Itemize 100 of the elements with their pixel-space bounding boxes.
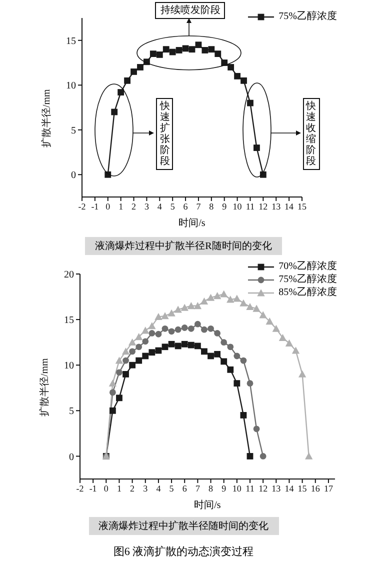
point xyxy=(162,344,168,350)
x-tick-label: 8 xyxy=(209,201,214,212)
point xyxy=(108,379,117,387)
point xyxy=(247,100,254,106)
point xyxy=(234,380,240,387)
point xyxy=(214,350,221,358)
point xyxy=(208,46,215,53)
point xyxy=(246,380,254,387)
point xyxy=(188,342,194,348)
point xyxy=(194,302,202,310)
x-tick-label: 2 xyxy=(132,201,136,212)
point xyxy=(148,322,156,330)
x-tick-label: 5 xyxy=(170,201,176,212)
text: 液滴爆炸过程中扩散半径随时间的变化 xyxy=(88,517,278,535)
y-tick-label: 20 xyxy=(64,270,74,281)
point xyxy=(104,171,112,178)
point xyxy=(109,389,116,396)
x-tick-label: 0 xyxy=(104,483,109,494)
x-tick-label: 9 xyxy=(222,201,228,212)
point xyxy=(195,42,202,48)
x-tick-label: 6 xyxy=(182,483,188,494)
point xyxy=(227,344,234,350)
text: 液滴爆炸过程中扩散半径R随时间的变化 xyxy=(85,237,282,255)
point xyxy=(136,357,142,364)
point xyxy=(122,348,130,355)
point xyxy=(201,348,208,355)
x-tick-label: 4 xyxy=(157,201,162,212)
x-tick-label: 0 xyxy=(106,201,111,212)
point xyxy=(148,349,156,356)
point xyxy=(161,312,169,320)
x-tick-label: 11 xyxy=(246,483,254,494)
point xyxy=(111,108,118,116)
legend-label: 75%乙醇浓度 xyxy=(278,10,337,23)
point xyxy=(208,325,214,332)
x-tick-label: 3 xyxy=(144,201,150,212)
y-tick-label: 10 xyxy=(66,80,76,92)
point xyxy=(221,60,228,66)
point xyxy=(128,338,136,346)
caption: 图6 液滴扩散的动态演变过程 xyxy=(112,544,255,559)
point xyxy=(201,326,208,333)
point xyxy=(174,342,182,350)
x-tick-label: 3 xyxy=(143,483,148,494)
point xyxy=(253,426,260,432)
y-tick-label: 15 xyxy=(66,36,76,47)
legend-label: 70%乙醇浓度 xyxy=(278,260,337,273)
x-tick-label: 14 xyxy=(284,483,294,494)
point xyxy=(168,328,175,335)
point xyxy=(305,452,313,460)
point xyxy=(116,369,122,376)
point xyxy=(233,294,241,302)
x-tick-label: 10 xyxy=(232,201,242,212)
y-tick-label: 5 xyxy=(71,125,76,136)
point xyxy=(246,453,254,460)
point xyxy=(181,340,188,348)
point xyxy=(109,407,116,414)
x-tick-label: 12 xyxy=(258,201,268,212)
point xyxy=(137,64,144,70)
point xyxy=(122,357,129,364)
point xyxy=(181,324,188,331)
point xyxy=(260,171,266,178)
point xyxy=(129,348,136,355)
y-axis-title: 扩散半径/mm xyxy=(40,88,53,148)
point xyxy=(182,45,189,52)
point xyxy=(246,302,254,310)
point xyxy=(168,340,175,348)
point xyxy=(228,64,234,70)
x-tick-label: 11 xyxy=(246,201,255,212)
point xyxy=(142,338,149,345)
point xyxy=(240,299,248,306)
x-tick-label: 9 xyxy=(222,483,227,494)
point xyxy=(155,330,162,338)
x-tick-label: 1 xyxy=(116,483,122,494)
text: 快速收缩阶段 xyxy=(304,100,319,167)
point xyxy=(174,306,182,313)
point xyxy=(240,357,247,364)
point xyxy=(226,296,234,303)
point xyxy=(148,330,156,336)
x-tick-label: 16 xyxy=(310,483,320,494)
point xyxy=(214,50,222,57)
point xyxy=(220,339,228,346)
point xyxy=(188,325,194,332)
y-tick-label: 15 xyxy=(64,315,74,326)
legend-label: 85%乙醇浓度 xyxy=(278,286,337,299)
x-tick-label: -2 xyxy=(78,201,86,212)
point xyxy=(115,356,124,364)
y-tick-label: 0 xyxy=(69,452,74,463)
point xyxy=(240,77,247,84)
point xyxy=(202,47,208,54)
x-tick-label: 7 xyxy=(195,483,200,494)
x-tick-label: 12 xyxy=(258,483,268,494)
point xyxy=(227,366,234,373)
x-tick-label: 13 xyxy=(272,483,282,494)
y-tick-label: 10 xyxy=(64,360,74,372)
point xyxy=(194,320,201,328)
point xyxy=(278,334,287,341)
point xyxy=(272,324,280,332)
y-tick-label: 0 xyxy=(71,170,76,182)
point xyxy=(285,339,294,346)
point xyxy=(154,312,162,320)
point xyxy=(135,333,143,340)
